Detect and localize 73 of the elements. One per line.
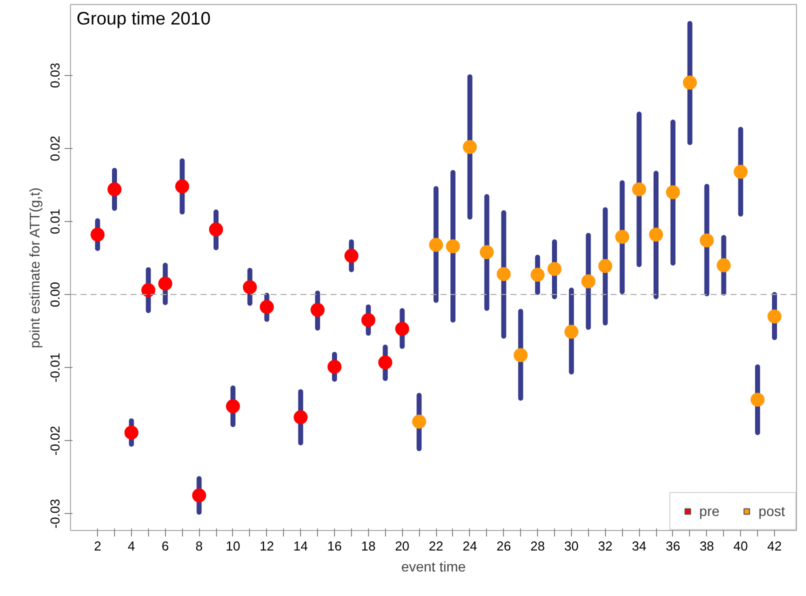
point	[124, 426, 138, 440]
y-tick-label: -0.02	[48, 426, 62, 456]
point	[496, 267, 511, 282]
x-tick-label: 42	[767, 538, 782, 554]
point	[175, 179, 190, 194]
x-tick-label: 26	[496, 538, 511, 554]
x-tick-label: 12	[260, 538, 274, 554]
point	[446, 239, 460, 254]
y-tick-label: 0.02	[48, 136, 62, 162]
point	[598, 259, 612, 274]
x-tick-label: 16	[327, 538, 342, 554]
y-tick-label: 0.00	[48, 282, 62, 308]
x-tick-label: 32	[598, 538, 613, 554]
point	[649, 228, 664, 242]
x-tick-label: 22	[428, 538, 444, 554]
x-tick-label: 4	[128, 538, 136, 554]
y-tick-label: -0.03	[48, 498, 62, 529]
y-tick-label: -0.01	[48, 352, 62, 382]
point	[564, 324, 578, 339]
x-tick-label: 24	[462, 538, 478, 554]
x-tick-label: 36	[666, 538, 680, 554]
x-tick-label: 6	[162, 538, 169, 554]
point	[768, 309, 782, 324]
point	[395, 322, 410, 336]
point	[429, 238, 444, 252]
y-tick-label: 0.01	[48, 208, 62, 234]
point	[209, 222, 224, 236]
point	[192, 488, 206, 502]
point	[615, 230, 630, 244]
x-tick-label: 14	[293, 538, 308, 554]
point	[378, 355, 392, 370]
point	[108, 182, 122, 196]
point	[260, 300, 274, 314]
point	[242, 280, 257, 294]
point	[361, 313, 376, 328]
x-tick-label: 38	[700, 538, 714, 554]
point	[530, 268, 545, 282]
point	[666, 185, 680, 200]
point	[750, 392, 765, 407]
x-tick-label: 40	[733, 538, 748, 554]
x-tick-label: 28	[530, 538, 545, 554]
x-tick-label: 10	[226, 538, 240, 554]
point	[480, 245, 494, 260]
chart-title: Group time 2010	[76, 8, 211, 28]
point	[548, 262, 562, 276]
x-axis-title: event time	[401, 558, 466, 574]
point	[734, 164, 748, 179]
point	[294, 410, 308, 424]
point	[141, 283, 156, 298]
point	[412, 414, 426, 429]
point	[90, 228, 105, 242]
point	[581, 274, 596, 288]
point	[310, 302, 325, 317]
point	[514, 348, 528, 362]
x-tick-label: 18	[361, 538, 376, 554]
x-tick-label: 20	[394, 538, 410, 554]
x-tick-label: 8	[196, 538, 203, 554]
point	[328, 360, 342, 374]
x-tick-label: 30	[564, 538, 579, 554]
point	[632, 182, 646, 196]
y-axis-title: point estimate for ATT(g,t)	[26, 187, 42, 348]
point	[716, 258, 731, 272]
point	[344, 248, 358, 263]
point	[158, 276, 172, 291]
point	[682, 76, 697, 90]
point	[700, 233, 714, 248]
x-tick-label: 34	[632, 538, 646, 554]
x-tick-label: 2	[94, 538, 102, 554]
point	[226, 399, 240, 414]
legend-label: post	[758, 503, 785, 519]
legend-label: pre	[699, 503, 720, 519]
y-tick-label: 0.03	[48, 62, 62, 88]
point	[462, 140, 477, 154]
